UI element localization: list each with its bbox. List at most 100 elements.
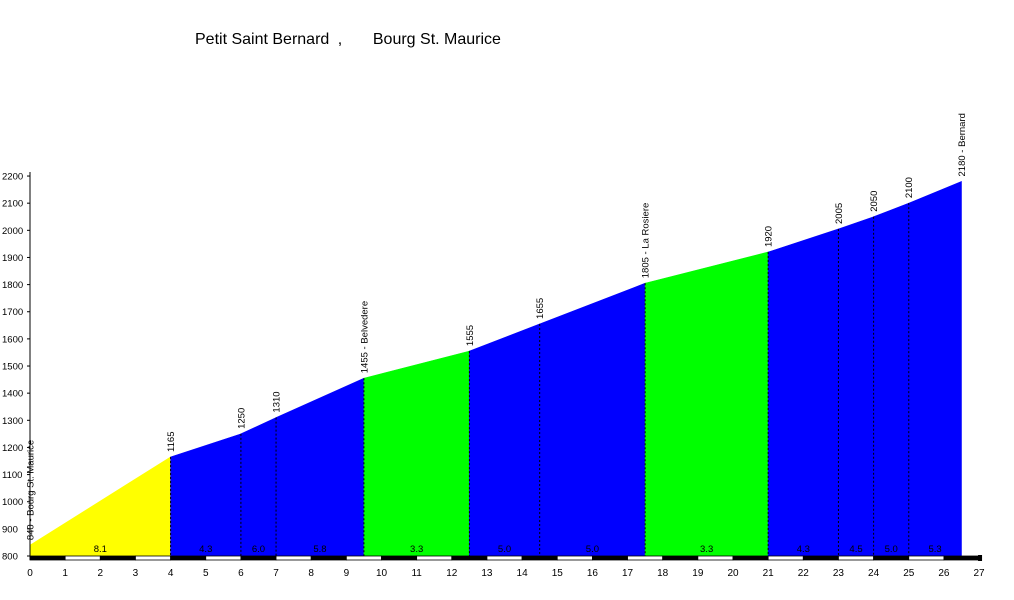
point-label-9: 2005 (834, 203, 845, 224)
point-label-4: 1455 - Belvedere (359, 301, 370, 373)
x-tick-label-24: 24 (868, 568, 880, 579)
y-tick-label-2: 1000 (2, 497, 23, 508)
km-block-9 (345, 555, 382, 561)
km-block-17 (627, 555, 664, 561)
x-tick-label-10: 10 (376, 568, 388, 579)
segment-area-1 (170, 433, 242, 557)
point-label-12: 2180 - Bernard (957, 113, 968, 176)
segment-area-2 (240, 417, 277, 557)
gradient-label-4: 3.3 (410, 544, 423, 555)
km-block-4 (170, 555, 207, 561)
x-tick-label-23: 23 (833, 568, 845, 579)
point-label-7: 1805 - La Rosiere (641, 203, 652, 279)
x-tick-label-1: 1 (62, 568, 68, 579)
point-label-8: 1920 (764, 226, 775, 247)
point-label-10: 2050 (869, 191, 880, 212)
km-block-0 (29, 555, 66, 561)
gradient-labels: 8.1 4.3 6.0 5.8 3.3 5.0 5.0 3.3 4.3 4.5 5.0 5.3 (94, 544, 942, 555)
gradient-label-1: 4.3 (199, 544, 212, 555)
gradient-label-9: 4.5 (849, 544, 862, 555)
gradient-label-0: 8.1 (94, 544, 107, 555)
y-tick-label-11: 1900 (2, 253, 23, 264)
gradient-label-10: 5.0 (885, 544, 898, 555)
km-block-25 (908, 555, 945, 561)
segment-dividers (170, 203, 910, 556)
km-scale-bar (29, 555, 983, 561)
x-tick-labels: 0 1 2 3 4 5 6 7 8 9 10 11 12 13 14 15 16 17 18 19 20 21 22 23 24… (27, 568, 985, 579)
point-label-11: 2100 (904, 177, 915, 198)
km-block-5 (205, 555, 242, 561)
km-block-3 (135, 555, 171, 561)
profile-areas (29, 181, 962, 557)
gradient-label-11: 5.3 (929, 544, 942, 555)
x-tick-label-8: 8 (308, 568, 314, 579)
segment-area-10 (873, 202, 910, 557)
segment-area-7 (644, 251, 769, 557)
y-tick-label-7: 1500 (2, 362, 23, 373)
x-tick-label-2: 2 (98, 568, 104, 579)
km-block-18 (662, 555, 699, 561)
point-label-5: 1555 (465, 325, 476, 346)
km-block-16 (592, 555, 628, 561)
point-labels: 840 - Bourg St. Maurice 1165 1250 1310 1455 … (26, 113, 968, 540)
km-block-23 (838, 555, 875, 561)
chart-axes (27, 172, 31, 560)
y-tick-label-10: 1800 (2, 280, 23, 291)
km-block-2 (99, 555, 136, 561)
chart-title: Petit Saint Bernard , Bourg St. Maurice (195, 31, 505, 49)
km-block-22 (802, 555, 839, 561)
gradient-label-2: 6.0 (252, 544, 265, 555)
km-block-21 (767, 555, 804, 561)
x-tick-label-27: 27 (973, 568, 985, 579)
km-block-14 (521, 555, 558, 561)
x-tick-label-5: 5 (203, 568, 209, 579)
y-tick-label-4: 1200 (2, 443, 23, 454)
y-tick-label-12: 2000 (2, 226, 23, 237)
point-label-1: 1165 (166, 432, 177, 452)
x-tick-label-17: 17 (622, 568, 634, 579)
title-part-1: Petit Saint Bernard (195, 31, 330, 48)
y-tick-label-8: 1600 (2, 334, 23, 345)
segment-area-11 (908, 181, 962, 557)
x-tick-label-6: 6 (238, 568, 244, 579)
km-block-13 (486, 555, 523, 561)
km-block-19 (697, 555, 734, 561)
segment-area-9 (838, 216, 874, 557)
x-tick-label-7: 7 (273, 568, 279, 579)
segment-area-6 (539, 282, 646, 557)
gradient-label-7: 3.3 (700, 544, 713, 555)
point-label-0: 840 - Bourg St. Maurice (26, 440, 37, 540)
y-tick-label-9: 1700 (2, 307, 23, 318)
gradient-label-3: 5.8 (313, 544, 326, 555)
y-tick-label-5: 1300 (2, 416, 23, 427)
km-block-12 (451, 555, 488, 561)
segment-area-5 (469, 323, 540, 557)
km-block-7 (275, 555, 312, 561)
x-tick-label-16: 16 (587, 568, 599, 579)
y-tick-label-13: 2100 (2, 199, 23, 210)
x-tick-label-21: 21 (763, 568, 775, 579)
gradient-label-8: 4.3 (797, 544, 810, 555)
x-tick-label-22: 22 (798, 568, 810, 579)
x-tick-label-0: 0 (27, 568, 33, 579)
y-tick-labels: 800 900 1000 1100 1200 1300 1400 1500 1600 1700 18… (2, 172, 23, 563)
y-tick-label-0: 800 (2, 552, 18, 563)
km-block-11 (416, 555, 453, 561)
km-block-24 (873, 555, 910, 561)
x-tick-label-9: 9 (344, 568, 350, 579)
x-tick-label-20: 20 (727, 568, 739, 579)
point-label-6: 1655 (535, 298, 546, 319)
point-label-2: 1250 (236, 408, 247, 429)
segment-area-3 (275, 377, 365, 557)
x-tick-label-13: 13 (481, 568, 493, 579)
km-bar-end (978, 555, 983, 561)
gradient-label-5: 5.0 (498, 544, 511, 555)
km-block-1 (64, 555, 101, 561)
x-tick-label-15: 15 (552, 568, 564, 579)
x-tick-label-3: 3 (133, 568, 139, 579)
title-separator: , (337, 31, 343, 48)
x-tick-label-4: 4 (168, 568, 174, 579)
title-part-2: Bourg St. Maurice (372, 31, 501, 48)
gradient-label-6: 5.0 (586, 544, 599, 555)
